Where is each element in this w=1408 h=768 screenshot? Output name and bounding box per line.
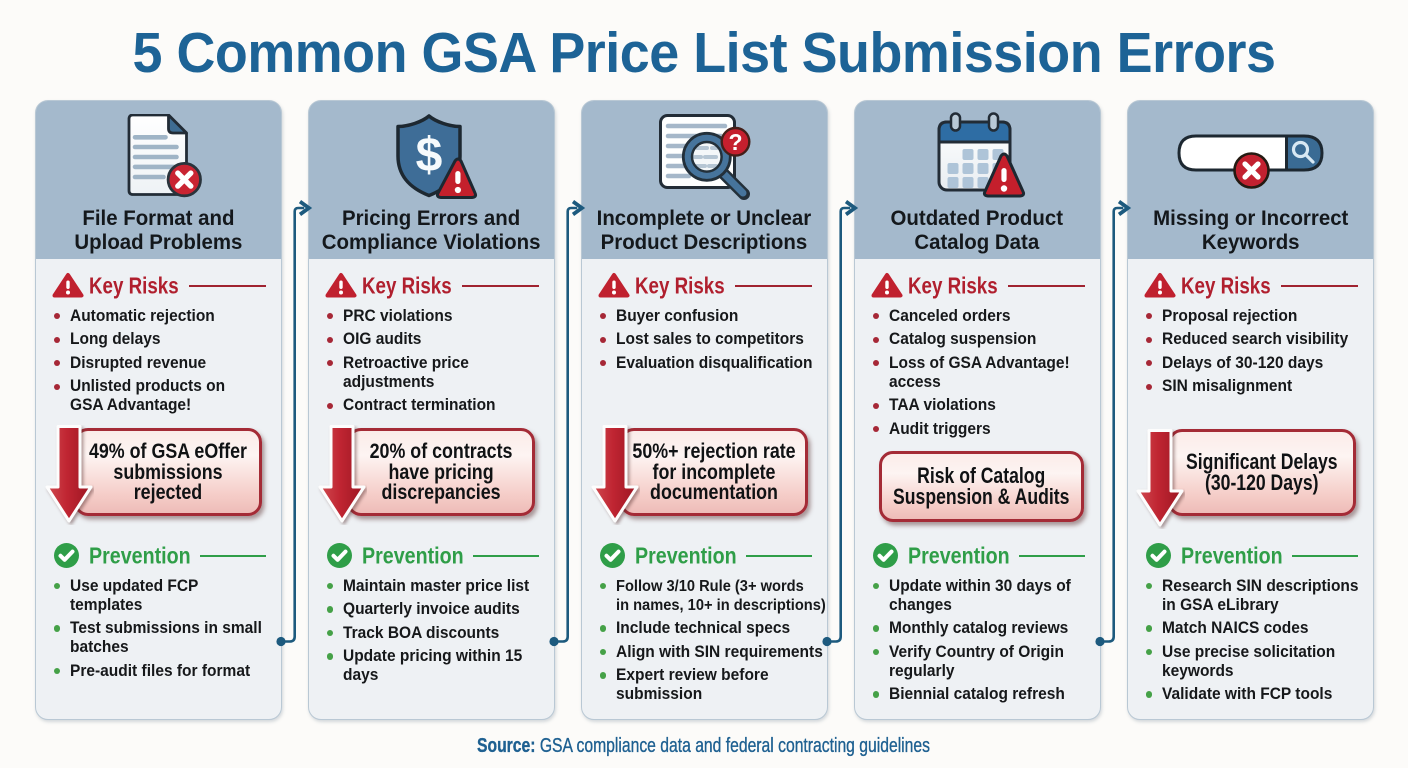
- svg-text:$: $: [415, 129, 442, 182]
- svg-text:?: ?: [728, 129, 742, 155]
